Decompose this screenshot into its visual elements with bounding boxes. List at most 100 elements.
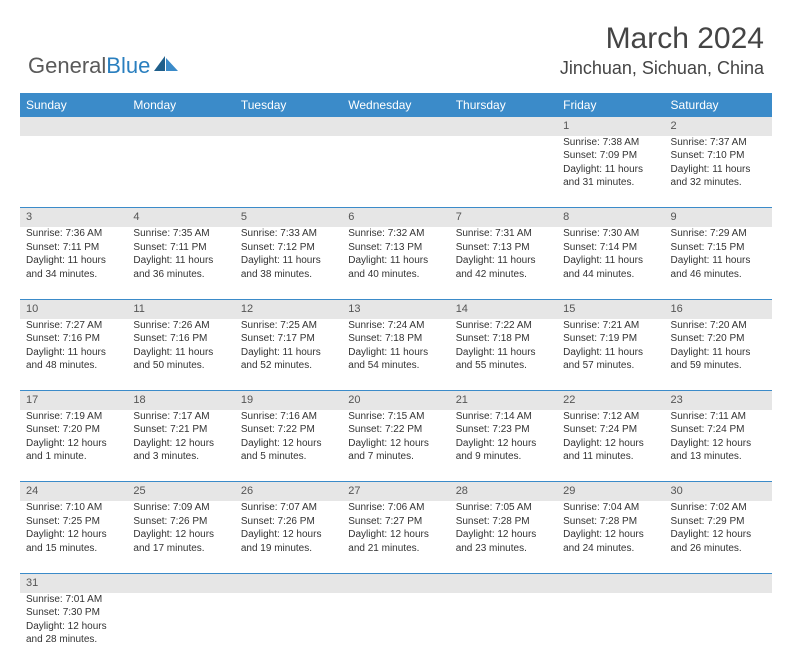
day-content-cell: Sunrise: 7:06 AMSunset: 7:27 PMDaylight:… [342,501,449,573]
daylight-line: Daylight: 12 hours [456,437,551,451]
daylight-line: Daylight: 11 hours [26,254,121,268]
sunset-line: Sunset: 7:09 PM [563,149,658,163]
daylight-line: and 3 minutes. [133,450,228,464]
day-content-cell: Sunrise: 7:20 AMSunset: 7:20 PMDaylight:… [665,319,772,391]
day-number-row: 24252627282930 [20,482,772,501]
day-number-row: 17181920212223 [20,391,772,410]
sunrise-line: Sunrise: 7:02 AM [671,501,766,515]
sunset-line: Sunset: 7:28 PM [456,515,551,529]
day-content-cell: Sunrise: 7:11 AMSunset: 7:24 PMDaylight:… [665,410,772,482]
header: GeneralBlue March 2024 Jinchuan, Sichuan… [0,0,792,85]
sunset-line: Sunset: 7:28 PM [563,515,658,529]
sunrise-line: Sunrise: 7:17 AM [133,410,228,424]
sunrise-line: Sunrise: 7:29 AM [671,227,766,241]
day-number-row: 31 [20,573,772,592]
daylight-line: Daylight: 12 hours [241,528,336,542]
sunrise-line: Sunrise: 7:12 AM [563,410,658,424]
day-content-cell: Sunrise: 7:02 AMSunset: 7:29 PMDaylight:… [665,501,772,573]
sunset-line: Sunset: 7:30 PM [26,606,121,620]
daylight-line: and 34 minutes. [26,268,121,282]
day-content-cell: Sunrise: 7:27 AMSunset: 7:16 PMDaylight:… [20,319,127,391]
day-number-cell [127,573,234,592]
day-number-cell: 9 [665,208,772,227]
daylight-line: Daylight: 11 hours [671,254,766,268]
sunrise-line: Sunrise: 7:07 AM [241,501,336,515]
title-block: March 2024 Jinchuan, Sichuan, China [560,22,764,79]
day-content-row: Sunrise: 7:19 AMSunset: 7:20 PMDaylight:… [20,410,772,482]
day-number-cell: 23 [665,391,772,410]
day-content-cell: Sunrise: 7:33 AMSunset: 7:12 PMDaylight:… [235,227,342,299]
logo: GeneralBlue [28,53,180,79]
day-content-cell [450,136,557,208]
daylight-line: Daylight: 12 hours [348,437,443,451]
day-number-cell [665,573,772,592]
weekday-header: Sunday [20,93,127,117]
sunset-line: Sunset: 7:19 PM [563,332,658,346]
daylight-line: Daylight: 11 hours [456,254,551,268]
day-content-cell: Sunrise: 7:19 AMSunset: 7:20 PMDaylight:… [20,410,127,482]
sunset-line: Sunset: 7:18 PM [348,332,443,346]
daylight-line: and 38 minutes. [241,268,336,282]
day-content-cell [342,593,449,665]
daylight-line: Daylight: 12 hours [456,528,551,542]
calendar-table: Sunday Monday Tuesday Wednesday Thursday… [20,93,772,665]
day-content-cell: Sunrise: 7:15 AMSunset: 7:22 PMDaylight:… [342,410,449,482]
location: Jinchuan, Sichuan, China [560,58,764,79]
day-content-cell: Sunrise: 7:01 AMSunset: 7:30 PMDaylight:… [20,593,127,665]
day-content-cell [450,593,557,665]
sunrise-line: Sunrise: 7:19 AM [26,410,121,424]
sunrise-line: Sunrise: 7:14 AM [456,410,551,424]
daylight-line: and 1 minute. [26,450,121,464]
weekday-header: Tuesday [235,93,342,117]
sunset-line: Sunset: 7:23 PM [456,423,551,437]
daylight-line: and 54 minutes. [348,359,443,373]
sunset-line: Sunset: 7:11 PM [133,241,228,255]
daylight-line: and 32 minutes. [671,176,766,190]
day-content-cell: Sunrise: 7:24 AMSunset: 7:18 PMDaylight:… [342,319,449,391]
sunset-line: Sunset: 7:17 PM [241,332,336,346]
day-number-cell: 11 [127,299,234,318]
sunrise-line: Sunrise: 7:06 AM [348,501,443,515]
daylight-line: Daylight: 12 hours [133,528,228,542]
day-number-cell: 13 [342,299,449,318]
sunset-line: Sunset: 7:22 PM [348,423,443,437]
daylight-line: and 19 minutes. [241,542,336,556]
logo-word-general: General [28,53,106,79]
day-number-cell [235,573,342,592]
day-number-cell: 3 [20,208,127,227]
sunset-line: Sunset: 7:26 PM [133,515,228,529]
day-number-cell: 31 [20,573,127,592]
day-number-cell: 8 [557,208,664,227]
daylight-line: Daylight: 11 hours [241,346,336,360]
day-number-cell: 7 [450,208,557,227]
day-number-cell: 15 [557,299,664,318]
sunset-line: Sunset: 7:16 PM [133,332,228,346]
daylight-line: and 17 minutes. [133,542,228,556]
daylight-line: and 59 minutes. [671,359,766,373]
daylight-line: Daylight: 11 hours [563,346,658,360]
day-number-cell: 10 [20,299,127,318]
sunset-line: Sunset: 7:24 PM [563,423,658,437]
day-content-cell: Sunrise: 7:22 AMSunset: 7:18 PMDaylight:… [450,319,557,391]
day-content-row: Sunrise: 7:38 AMSunset: 7:09 PMDaylight:… [20,136,772,208]
day-content-cell: Sunrise: 7:07 AMSunset: 7:26 PMDaylight:… [235,501,342,573]
day-number-cell: 18 [127,391,234,410]
logo-sail-icon [154,56,180,72]
day-content-cell [235,593,342,665]
day-number-cell [557,573,664,592]
daylight-line: Daylight: 11 hours [133,254,228,268]
day-content-cell [127,136,234,208]
sunrise-line: Sunrise: 7:11 AM [671,410,766,424]
daylight-line: and 46 minutes. [671,268,766,282]
daylight-line: and 40 minutes. [348,268,443,282]
sunrise-line: Sunrise: 7:31 AM [456,227,551,241]
day-content-cell: Sunrise: 7:16 AMSunset: 7:22 PMDaylight:… [235,410,342,482]
day-content-cell: Sunrise: 7:17 AMSunset: 7:21 PMDaylight:… [127,410,234,482]
sunset-line: Sunset: 7:13 PM [456,241,551,255]
weekday-header-row: Sunday Monday Tuesday Wednesday Thursday… [20,93,772,117]
day-content-cell: Sunrise: 7:12 AMSunset: 7:24 PMDaylight:… [557,410,664,482]
daylight-line: and 23 minutes. [456,542,551,556]
day-number-cell: 28 [450,482,557,501]
day-content-cell [342,136,449,208]
daylight-line: Daylight: 11 hours [348,346,443,360]
